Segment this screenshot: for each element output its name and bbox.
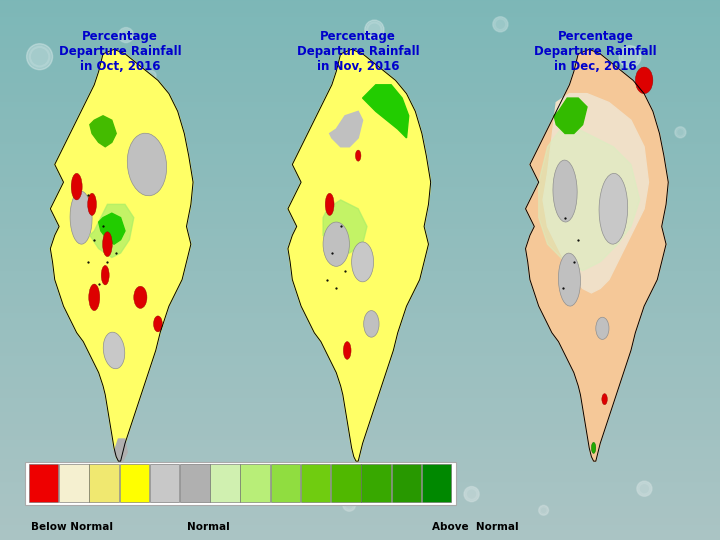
FancyBboxPatch shape <box>25 462 456 505</box>
Text: Below Normal: Below Normal <box>31 522 113 531</box>
Circle shape <box>146 71 156 80</box>
FancyBboxPatch shape <box>240 464 270 502</box>
Ellipse shape <box>323 222 349 266</box>
Ellipse shape <box>71 173 82 200</box>
Ellipse shape <box>103 332 125 369</box>
Text: Normal: Normal <box>187 522 230 531</box>
Polygon shape <box>543 93 649 293</box>
Ellipse shape <box>596 318 609 340</box>
Circle shape <box>636 481 652 496</box>
Ellipse shape <box>102 266 109 285</box>
Polygon shape <box>323 200 367 253</box>
Circle shape <box>343 498 356 511</box>
Polygon shape <box>526 49 668 461</box>
Polygon shape <box>114 439 127 461</box>
Ellipse shape <box>102 232 112 256</box>
FancyBboxPatch shape <box>271 464 300 502</box>
Circle shape <box>464 487 480 502</box>
Circle shape <box>118 28 134 43</box>
Polygon shape <box>90 204 134 258</box>
FancyBboxPatch shape <box>392 464 421 502</box>
Polygon shape <box>539 129 640 271</box>
FancyBboxPatch shape <box>120 464 149 502</box>
Polygon shape <box>90 116 116 147</box>
Ellipse shape <box>599 173 628 244</box>
Ellipse shape <box>591 442 596 454</box>
Circle shape <box>539 505 549 515</box>
Ellipse shape <box>89 284 100 310</box>
Circle shape <box>27 44 53 70</box>
FancyBboxPatch shape <box>361 464 391 502</box>
FancyBboxPatch shape <box>331 464 361 502</box>
Ellipse shape <box>134 286 147 308</box>
Ellipse shape <box>127 133 166 196</box>
Ellipse shape <box>356 150 361 161</box>
FancyBboxPatch shape <box>29 464 58 502</box>
FancyBboxPatch shape <box>180 464 210 502</box>
FancyBboxPatch shape <box>301 464 330 502</box>
Ellipse shape <box>343 342 351 359</box>
Polygon shape <box>330 111 363 147</box>
Polygon shape <box>99 213 125 244</box>
FancyBboxPatch shape <box>59 464 89 502</box>
Ellipse shape <box>635 67 653 93</box>
Polygon shape <box>288 49 431 461</box>
Circle shape <box>492 17 508 32</box>
Ellipse shape <box>559 253 580 306</box>
Circle shape <box>675 127 686 138</box>
Ellipse shape <box>553 160 577 222</box>
Text: Percentage
Departure Rainfall
in Nov, 2016: Percentage Departure Rainfall in Nov, 20… <box>297 30 419 73</box>
Ellipse shape <box>70 191 92 244</box>
Ellipse shape <box>351 242 374 282</box>
Polygon shape <box>363 85 409 138</box>
FancyBboxPatch shape <box>422 464 451 502</box>
Circle shape <box>365 20 384 39</box>
Ellipse shape <box>364 310 379 337</box>
Circle shape <box>619 46 641 68</box>
Text: Percentage
Departure Rainfall
in Oct, 2016: Percentage Departure Rainfall in Oct, 20… <box>59 30 181 73</box>
Ellipse shape <box>602 394 608 404</box>
Ellipse shape <box>88 193 96 215</box>
Text: Percentage
Departure Rainfall
in Dec, 2016: Percentage Departure Rainfall in Dec, 20… <box>534 30 657 73</box>
Text: Above  Normal: Above Normal <box>432 522 518 531</box>
Ellipse shape <box>153 316 162 332</box>
FancyBboxPatch shape <box>89 464 119 502</box>
FancyBboxPatch shape <box>210 464 240 502</box>
Ellipse shape <box>325 193 334 215</box>
Polygon shape <box>50 49 193 461</box>
Polygon shape <box>554 98 587 133</box>
FancyBboxPatch shape <box>150 464 179 502</box>
